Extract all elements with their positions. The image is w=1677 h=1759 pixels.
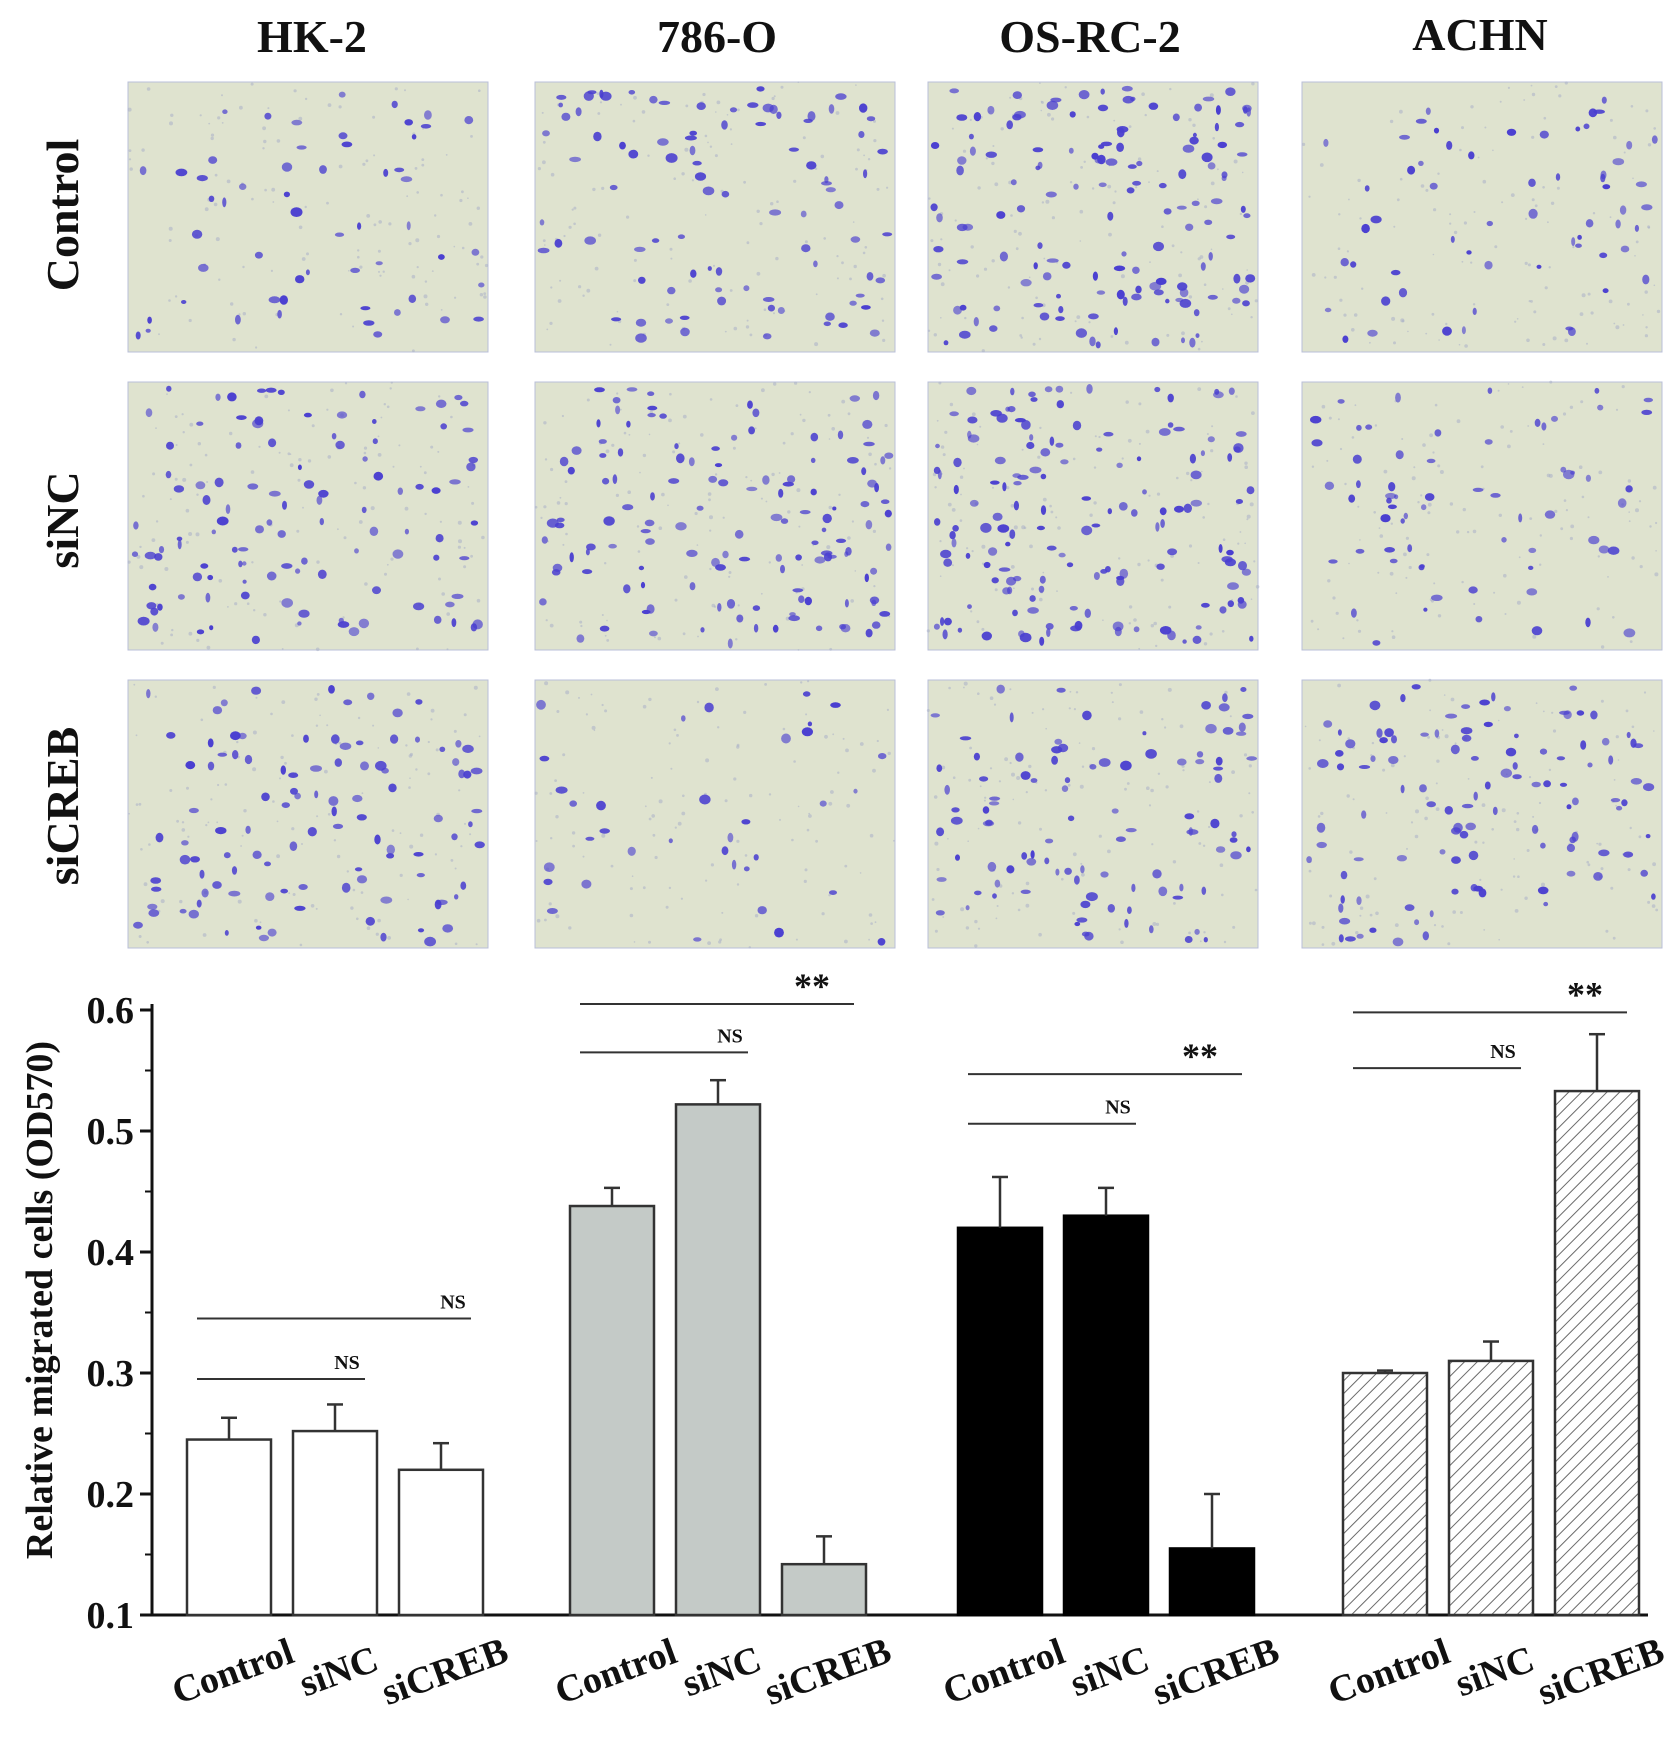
row-label-sicreb: siCREB — [37, 727, 88, 885]
bar-achn-sinc — [1447, 1359, 1535, 1617]
micrograph-osrc2-control — [927, 81, 1259, 353]
x-category-label: siNC — [294, 1638, 384, 1705]
x-category-label: siCREB — [759, 1630, 896, 1714]
significance-label: NS — [334, 1352, 360, 1374]
bar-786o-sinc — [674, 1103, 762, 1617]
micrograph-osrc2-sicreb — [926, 679, 1259, 949]
micrograph-hk2-sinc — [127, 381, 489, 652]
column-label-786o: 786-O — [657, 11, 777, 62]
significance-label: ** — [1567, 974, 1603, 1014]
x-category-label: siNC — [677, 1638, 767, 1705]
significance-label: ** — [1182, 1036, 1218, 1076]
x-category-label: Control — [1323, 1630, 1456, 1713]
micrograph-hk2-control — [127, 81, 489, 353]
x-category-label: siCREB — [376, 1630, 513, 1714]
column-label-osrc2: OS-RC-2 — [999, 11, 1180, 62]
significance-label: NS — [440, 1292, 466, 1314]
bar-hk2-sinc — [291, 1429, 379, 1617]
bar-hk2-sicreb — [397, 1468, 485, 1617]
micrograph-hk2-sicreb — [127, 679, 489, 949]
bar-786o-control — [568, 1204, 656, 1617]
micrograph-786o-sinc — [534, 381, 896, 651]
micrograph-786o-sicreb — [534, 679, 896, 949]
x-category-label: siNC — [1065, 1638, 1155, 1705]
x-category-label: siNC — [1450, 1638, 1540, 1705]
row-label-control: Control — [37, 139, 88, 292]
micrograph-achn-control — [1301, 81, 1663, 353]
micrograph-grid — [127, 81, 1663, 949]
significance-label: NS — [1490, 1041, 1516, 1063]
bar-786o-sicreb — [780, 1562, 868, 1617]
bar-hk2-control — [185, 1438, 273, 1617]
y-tick-label: 0.5 — [87, 1111, 135, 1153]
micrograph-786o-control — [534, 81, 896, 353]
bar-achn-control — [1341, 1371, 1429, 1617]
row-label-sinc: siNC — [37, 471, 88, 568]
significance-label: NS — [1105, 1097, 1131, 1119]
x-category-label: Control — [550, 1630, 683, 1713]
y-tick-label: 0.4 — [87, 1232, 135, 1274]
y-tick-label: 0.3 — [87, 1353, 135, 1395]
significance-label: NS — [717, 1025, 743, 1047]
micrograph-osrc2-sinc — [926, 381, 1260, 651]
y-tick-label: 0.6 — [87, 990, 135, 1032]
micrograph-achn-sinc — [1301, 380, 1663, 651]
bar-osrc2-sinc — [1062, 1214, 1150, 1617]
micrograph-achn-sicreb — [1301, 678, 1663, 949]
bar-osrc2-sicreb — [1168, 1547, 1256, 1617]
x-category-label: Control — [167, 1630, 300, 1713]
bar-osrc2-control — [956, 1226, 1044, 1617]
bar-achn-sicreb — [1553, 1089, 1641, 1617]
y-tick-label: 0.2 — [87, 1474, 135, 1516]
x-category-label: Control — [938, 1630, 1071, 1713]
x-category-label: siCREB — [1532, 1630, 1669, 1714]
y-tick-label: 0.1 — [87, 1595, 135, 1637]
y-axis-title: Relative migrated cells (OD570) — [19, 1041, 61, 1559]
x-category-label: siCREB — [1147, 1630, 1284, 1714]
column-label-achn: ACHN — [1412, 9, 1547, 60]
column-label-hk2: HK-2 — [257, 11, 367, 62]
significance-label: ** — [794, 966, 830, 1006]
